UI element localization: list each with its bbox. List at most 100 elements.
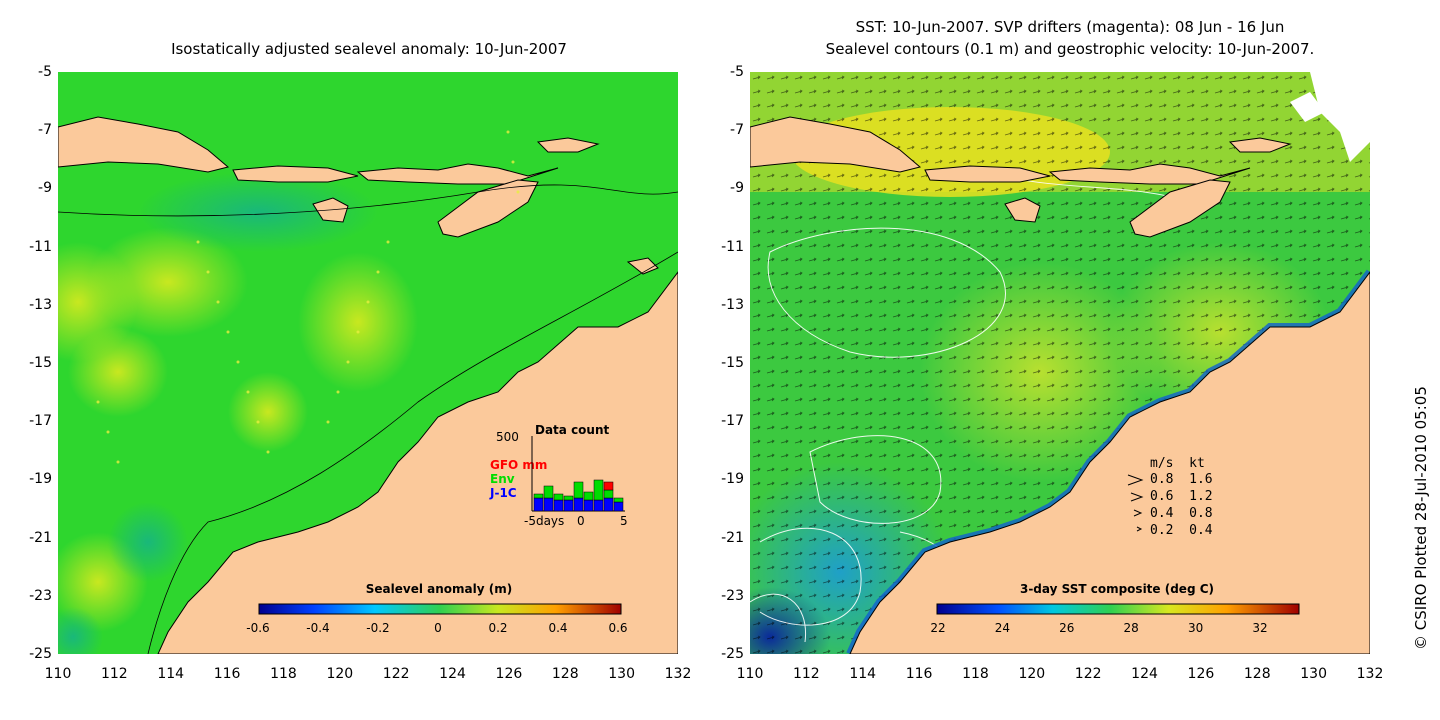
altimeter-tracks bbox=[96, 130, 520, 464]
x-tick-label: 132 bbox=[664, 666, 692, 682]
bathymetry-contour bbox=[147, 251, 678, 654]
data-count-title: Data count bbox=[535, 423, 610, 437]
high-anomaly-blob bbox=[228, 372, 308, 452]
copyright-plotted-label: © CSIRO Plotted 28-Jul-2010 05:05 bbox=[1412, 386, 1430, 650]
x-tick-label: 132 bbox=[1356, 666, 1384, 682]
y-tick-label: -17 bbox=[29, 413, 52, 430]
island-chain bbox=[1048, 163, 1251, 185]
y-tick-label: -13 bbox=[721, 296, 744, 313]
x-tick-label: 118 bbox=[270, 666, 297, 682]
colorbar-tick-label: -0.2 bbox=[366, 621, 390, 635]
island bbox=[232, 165, 359, 183]
x-tick-label: 116 bbox=[905, 666, 933, 682]
y-tick-label: -15 bbox=[721, 355, 744, 371]
y-tick-label: -23 bbox=[29, 587, 52, 604]
timor-island bbox=[1129, 179, 1231, 238]
sealevel-anomaly-map bbox=[58, 72, 678, 654]
left-colorbar-title: Sealevel anomaly (m) bbox=[365, 582, 513, 596]
x-tick-label: 120 bbox=[326, 666, 354, 682]
low-anomaly-blob bbox=[58, 607, 103, 654]
colorbar-tick-label: 0.2 bbox=[488, 621, 508, 635]
colorbar-tick-label: 24 bbox=[994, 621, 1011, 635]
no-data-cloud-mask bbox=[1310, 72, 1370, 162]
y-tick-label: -11 bbox=[29, 238, 52, 255]
x-tick-label: 126 bbox=[495, 666, 523, 682]
y-tick-label: -23 bbox=[721, 587, 744, 604]
velocity-legend-row: 0.2 0.4 bbox=[1150, 523, 1213, 538]
island bbox=[536, 137, 600, 153]
y-tick-label: -7 bbox=[38, 122, 52, 139]
x-tick-label: 116 bbox=[213, 666, 241, 682]
sst-map-svg bbox=[750, 72, 1370, 654]
x-tick-label: 124 bbox=[439, 666, 466, 682]
island-chain bbox=[356, 163, 559, 185]
data-count-xlabel-zero: 0 bbox=[577, 514, 585, 528]
velocity-legend-header: m/s kt bbox=[1150, 456, 1205, 471]
data-count-max-label: 500 bbox=[496, 430, 519, 444]
colorbar-tick-label: -0.6 bbox=[246, 621, 270, 635]
colorbar-tick-label: 26 bbox=[1059, 621, 1075, 635]
sst-map bbox=[750, 72, 1370, 654]
data-count-histogram bbox=[531, 436, 625, 512]
low-anomaly-blob bbox=[138, 172, 378, 252]
velocity-legend-row: 0.6 1.2 bbox=[1150, 489, 1213, 504]
right-colorbar-title: 3-day SST composite (deg C) bbox=[1019, 582, 1215, 596]
y-tick-label: -21 bbox=[29, 529, 52, 546]
data-count-xlabel-end: 5 bbox=[620, 514, 628, 528]
y-tick-label: -11 bbox=[721, 238, 744, 255]
y-tick-label: -7 bbox=[730, 122, 744, 139]
australia-landmass bbox=[157, 271, 678, 654]
y-tick-label: -19 bbox=[29, 471, 52, 488]
right-map-title-line2: Sealevel contours (0.1 m) and geostrophi… bbox=[825, 40, 1315, 58]
y-tick-label: -13 bbox=[29, 296, 52, 313]
island bbox=[626, 257, 659, 275]
x-tick-label: 130 bbox=[1300, 666, 1327, 682]
high-anomaly-blob bbox=[68, 327, 168, 417]
right-colorbar bbox=[936, 603, 1300, 615]
colorbar-tick-label: 0 bbox=[434, 621, 442, 635]
x-tick-label: 114 bbox=[849, 666, 877, 682]
y-tick-label: -9 bbox=[730, 180, 744, 197]
left-map-title: Isostatically adjusted sealevel anomaly:… bbox=[171, 40, 567, 58]
histogram-bars bbox=[533, 479, 624, 512]
y-tick-label: -15 bbox=[29, 355, 52, 371]
sumba-island bbox=[1004, 197, 1041, 223]
x-tick-label: 110 bbox=[44, 666, 72, 682]
low-anomaly-blob bbox=[108, 502, 188, 582]
x-tick-label: 128 bbox=[551, 666, 579, 682]
java-island bbox=[750, 116, 922, 173]
no-data-cloud-mask bbox=[1290, 92, 1325, 122]
x-tick-label: 120 bbox=[1018, 666, 1046, 682]
y-tick-label: -9 bbox=[38, 180, 52, 197]
australia-landmass bbox=[849, 271, 1370, 654]
x-tick-label: 118 bbox=[962, 666, 989, 682]
x-tick-label: 110 bbox=[736, 666, 764, 682]
data-count-xlabel-start: -5days bbox=[524, 514, 565, 528]
island bbox=[924, 165, 1051, 183]
y-tick-label: -5 bbox=[730, 64, 744, 80]
y-tick-label: -25 bbox=[29, 646, 52, 662]
colorbar-tick-label: 0.4 bbox=[548, 621, 568, 635]
x-tick-label: 130 bbox=[608, 666, 635, 682]
x-tick-label: 114 bbox=[157, 666, 185, 682]
x-tick-label: 112 bbox=[792, 666, 820, 682]
x-tick-label: 128 bbox=[1243, 666, 1271, 682]
x-tick-label: 126 bbox=[1187, 666, 1215, 682]
data-count-series-env: Env bbox=[490, 472, 515, 486]
sealevel-anomaly-map-svg bbox=[58, 72, 678, 654]
bathymetry-contour bbox=[58, 184, 678, 217]
y-tick-label: -25 bbox=[721, 646, 744, 662]
island bbox=[1228, 137, 1292, 153]
velocity-legend-arrows bbox=[1127, 474, 1144, 532]
java-island bbox=[58, 116, 230, 173]
velocity-legend-row: 0.8 1.6 bbox=[1150, 472, 1213, 487]
x-tick-label: 124 bbox=[1131, 666, 1158, 682]
y-tick-label: -17 bbox=[721, 413, 744, 430]
timor-island bbox=[437, 179, 539, 238]
y-tick-label: -21 bbox=[721, 529, 744, 546]
data-count-series-gfo: GFO mm bbox=[490, 458, 548, 472]
x-tick-label: 112 bbox=[100, 666, 128, 682]
y-tick-label: -19 bbox=[721, 471, 744, 488]
x-tick-label: 122 bbox=[1074, 666, 1102, 682]
left-colorbar bbox=[258, 603, 622, 615]
